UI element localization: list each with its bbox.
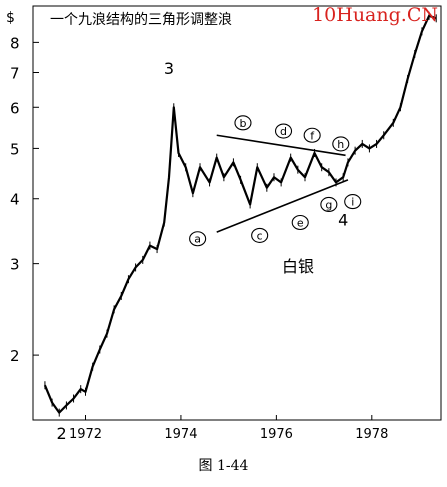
- y-tick-label-2: 2: [10, 347, 20, 365]
- circled-label-f-ring: [303, 127, 321, 143]
- circled-label-h: h: [337, 138, 344, 151]
- watermark: 10Huang.CN: [312, 4, 438, 26]
- x-tick-label-1974: 1974: [164, 427, 197, 442]
- circled-label-d-ring: [274, 123, 293, 139]
- plot-frame: [32, 5, 442, 421]
- axis-ticks: 2 3 4 5 6 7 8 1972 1974 1976 1978: [10, 34, 388, 442]
- wave-label-2: 2: [57, 424, 67, 443]
- figure-caption: 图 1-44: [198, 458, 249, 474]
- chart-title: 一个九浪结构的三角形调整浪: [50, 12, 232, 28]
- circled-label-i-ring: [344, 194, 362, 210]
- trendline-layer: [216, 134, 349, 233]
- circled-label-e-ring: [291, 214, 309, 231]
- circled-label-b: b: [239, 117, 246, 130]
- label-layer: 2 3 4 a b c d e f g h i: [57, 59, 362, 443]
- x-tick-label-1976: 1976: [260, 427, 293, 442]
- y-tick-label-4: 4: [10, 191, 20, 209]
- series-layer: [43, 11, 437, 417]
- circled-label-a: a: [194, 233, 201, 246]
- y-tick-label-6: 6: [10, 99, 20, 117]
- circled-label-i: i: [351, 196, 354, 209]
- y-tick-label-7: 7: [10, 65, 20, 83]
- y-tick-label-8: 8: [10, 34, 20, 52]
- y-axis-unit: $: [6, 10, 15, 26]
- trendline-upper: [216, 134, 346, 157]
- circled-label-c-ring: [251, 227, 269, 243]
- circled-label-a-ring: [189, 231, 207, 247]
- circled-label-c: c: [257, 229, 263, 242]
- x-tick-label-1978: 1978: [355, 427, 388, 442]
- wave-label-3: 3: [164, 59, 174, 78]
- circled-label-h-ring: [332, 136, 350, 152]
- circled-label-b-ring: [234, 115, 252, 131]
- y-tick-label-3: 3: [10, 256, 20, 274]
- circled-label-g: g: [325, 198, 332, 211]
- series-label: 白银: [282, 257, 314, 276]
- y-tick-label-5: 5: [10, 140, 20, 158]
- trendline-lower: [216, 179, 349, 233]
- wave-label-4: 4: [338, 211, 348, 230]
- circled-label-e: e: [297, 217, 304, 230]
- x-tick-label-1972: 1972: [69, 427, 102, 442]
- circled-label-d: d: [280, 125, 287, 138]
- circled-label-f: f: [310, 129, 315, 142]
- circled-label-g-ring: [320, 196, 338, 213]
- series-line-silver: [43, 14, 437, 414]
